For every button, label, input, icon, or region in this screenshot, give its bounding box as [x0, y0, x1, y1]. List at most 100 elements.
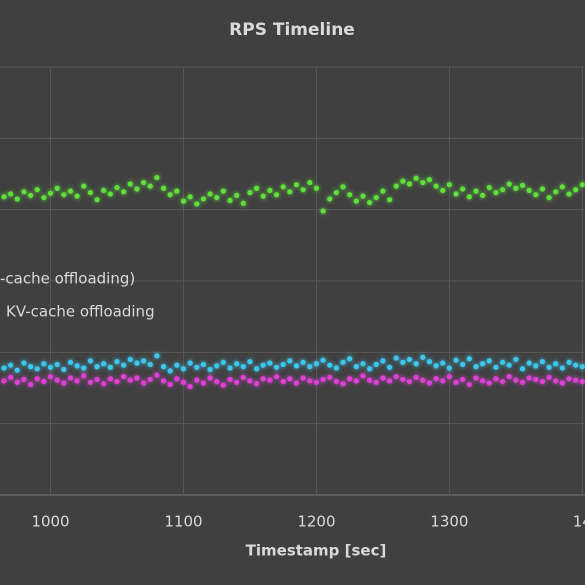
data-point: [127, 356, 133, 363]
data-point: [579, 378, 585, 385]
data-point: [260, 362, 266, 368]
data-point: [513, 185, 519, 191]
data-point: [546, 364, 552, 370]
data-point: [34, 376, 40, 382]
data-point: [433, 183, 439, 189]
data-point: [313, 185, 320, 191]
data-point: [154, 174, 160, 181]
data-point: [499, 378, 506, 385]
data-point: [486, 358, 492, 364]
data-point: [187, 194, 193, 200]
data-point: [167, 192, 173, 198]
data-point: [81, 373, 87, 379]
data-point: [74, 378, 80, 384]
data-point: [519, 379, 526, 385]
data-point: [87, 379, 94, 385]
data-point: [486, 184, 492, 191]
data-point: [174, 188, 180, 194]
data-point: [553, 378, 559, 384]
data-point: [313, 379, 320, 385]
data-point: [566, 191, 572, 197]
data-point: [546, 194, 552, 201]
data-point: [134, 186, 140, 192]
data-point: [499, 359, 506, 365]
data-point: [220, 382, 226, 388]
data-point: [61, 192, 67, 198]
data-point: [1, 365, 7, 371]
data-point: [406, 181, 413, 187]
data-point: [386, 197, 393, 203]
data-point: [8, 191, 14, 197]
data-point: [480, 378, 486, 384]
data-point: [21, 376, 27, 383]
data-point: [127, 377, 133, 383]
data-point: [227, 365, 233, 371]
data-point: [67, 359, 74, 365]
data-point: [307, 378, 313, 384]
data-point: [473, 188, 479, 194]
data-point: [519, 366, 526, 372]
data-point: [533, 363, 539, 369]
data-point: [134, 360, 140, 366]
data-point: [154, 372, 160, 378]
data-point: [406, 356, 413, 363]
data-point: [513, 377, 519, 383]
data-point: [160, 185, 167, 191]
data-point: [114, 359, 120, 365]
data-point: [34, 366, 40, 372]
data-point: [533, 376, 539, 383]
data-point: [440, 187, 446, 194]
data-point: [101, 361, 107, 367]
data-point: [280, 361, 286, 368]
data-point: [87, 358, 94, 364]
data-point: [367, 199, 373, 206]
data-point: [101, 381, 107, 387]
data-point: [234, 361, 240, 367]
data-point: [247, 378, 253, 384]
data-point: [54, 361, 60, 368]
data-point: [147, 361, 153, 368]
data-point: [406, 378, 413, 385]
data-point: [460, 376, 466, 383]
data-point: [47, 190, 54, 196]
data-point: [287, 189, 293, 195]
data-point: [480, 192, 486, 198]
data-point: [94, 197, 100, 203]
data-point: [287, 376, 293, 382]
data-point: [493, 189, 499, 196]
legend-label: KV-cache offloading: [6, 303, 155, 321]
data-point: [526, 375, 532, 381]
x-axis-label: Timestamp [sec]: [246, 542, 387, 560]
data-point: [526, 360, 532, 366]
data-point: [200, 380, 207, 386]
data-point: [234, 192, 240, 198]
data-point: [327, 196, 333, 202]
data-point: [47, 373, 54, 380]
data-point: [81, 365, 87, 371]
data-point: [360, 193, 366, 199]
data-point: [466, 356, 472, 362]
data-point: [54, 185, 60, 191]
data-point: [214, 363, 220, 369]
data-point: [333, 189, 339, 196]
data-point: [21, 360, 27, 366]
data-point: [280, 184, 286, 190]
data-point: [1, 378, 7, 384]
data-point: [114, 378, 120, 385]
data-point: [400, 376, 406, 383]
data-point: [67, 375, 74, 381]
x-tick-label: 1100: [164, 513, 202, 531]
data-point: [194, 364, 200, 370]
data-point: [380, 188, 386, 194]
data-point: [393, 373, 399, 380]
data-point: [373, 361, 379, 368]
data-point: [386, 364, 393, 370]
data-point: [41, 361, 47, 367]
data-point: [47, 364, 54, 370]
data-point: [400, 359, 406, 365]
data-point: [353, 378, 359, 384]
data-point: [333, 378, 339, 385]
data-point: [207, 191, 213, 197]
data-point: [373, 379, 379, 385]
data-point: [293, 363, 300, 369]
